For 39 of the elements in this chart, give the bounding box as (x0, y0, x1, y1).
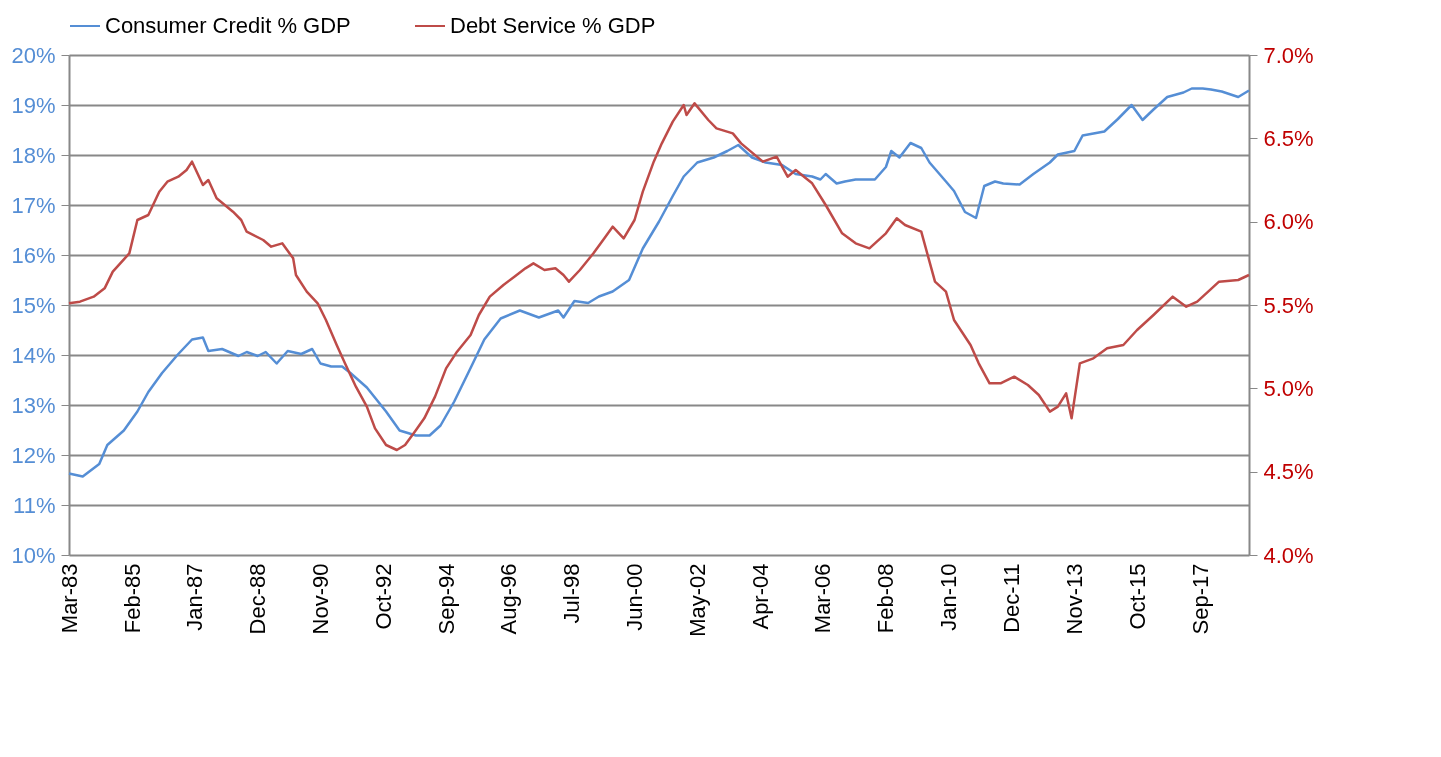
x-tick-label: Aug-96 (496, 563, 522, 635)
x-tick-label: Mar-06 (810, 563, 836, 634)
x-tick-label: May-02 (684, 563, 710, 637)
y-tick-label: 12% (11, 442, 56, 468)
x-tick-label: Feb-08 (873, 563, 899, 634)
x-tick-label: Mar-83 (56, 563, 82, 634)
y-tick-label: 20% (11, 42, 56, 68)
y-tick-label: 16% (11, 242, 56, 268)
y2-tick-label: 7.0% (1263, 42, 1314, 68)
x-tick-label: Jun-00 (622, 563, 648, 631)
x-tick-label: Dec-88 (245, 563, 271, 635)
y2-tick-label: 4.0% (1263, 542, 1314, 568)
x-tick-label: Sep-94 (433, 563, 459, 635)
legend-label: Consumer Credit % GDP (105, 13, 351, 38)
y2-tick-label: 5.5% (1263, 292, 1314, 318)
y2-tick-label: 4.5% (1263, 459, 1314, 485)
x-tick-label: Jul-98 (559, 563, 585, 624)
x-tick-label: Feb-85 (119, 563, 145, 634)
legend-label: Debt Service % GDP (450, 13, 656, 38)
x-tick-label: Nov-13 (1061, 563, 1087, 635)
y-tick-label: 10% (11, 542, 56, 568)
y-tick-label: 11% (13, 492, 56, 518)
y2-tick-label: 5.0% (1263, 375, 1314, 401)
y-tick-label: 18% (11, 142, 56, 168)
x-tick-label: Oct-92 (370, 563, 396, 630)
y-tick-label: 14% (11, 342, 56, 368)
x-tick-label: Sep-17 (1187, 563, 1213, 635)
y-tick-label: 13% (11, 392, 56, 418)
y2-tick-label: 6.5% (1263, 125, 1314, 151)
x-tick-label: Oct-15 (1124, 563, 1150, 630)
y2-tick-label: 6.0% (1263, 209, 1314, 235)
x-tick-label: Dec-11 (998, 563, 1024, 633)
x-tick-label: Jan-87 (182, 563, 208, 631)
y-tick-label: 15% (11, 292, 56, 318)
x-tick-label: Jan-10 (936, 563, 962, 631)
y-tick-label: 17% (11, 192, 56, 218)
x-tick-label: Apr-04 (747, 563, 773, 630)
x-tick-label: Nov-90 (307, 563, 333, 635)
y-tick-label: 19% (11, 92, 56, 118)
